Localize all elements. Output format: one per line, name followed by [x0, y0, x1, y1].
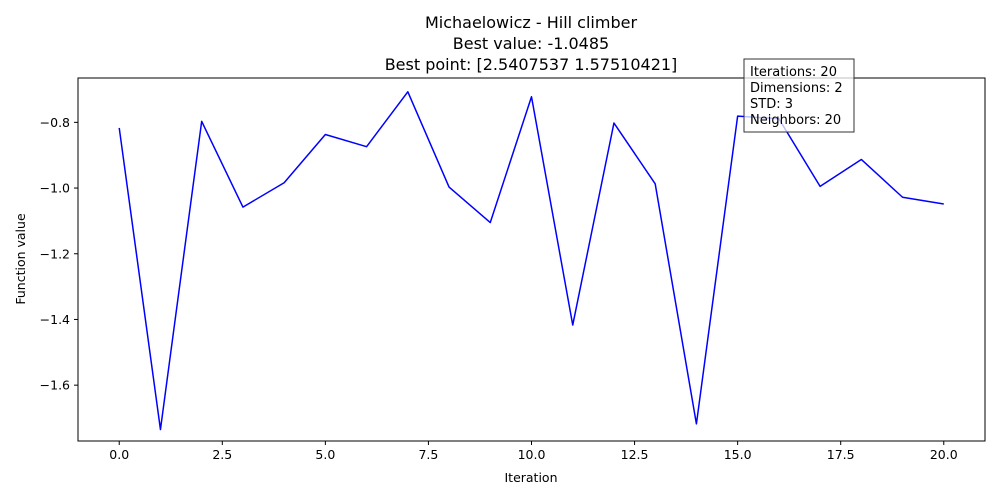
- plot-frame: [77, 77, 986, 442]
- x-tick-label: 5.0: [315, 447, 335, 462]
- x-tick-label: 2.5: [212, 447, 232, 462]
- info-neighbors: Neighbors: 20: [750, 113, 841, 128]
- info-box: Iterations: 20 Dimensions: 2 STD: 3 Neig…: [743, 58, 855, 133]
- y-tick-label: −1.0: [40, 181, 70, 196]
- x-tick-label: 7.5: [418, 447, 438, 462]
- info-dimensions: Dimensions: 2: [750, 81, 843, 96]
- y-tick-label: −1.4: [40, 312, 70, 327]
- title-line-3: Best point: [2.5407537 1.57510421]: [385, 55, 678, 74]
- title-line-2: Best value: -1.0485: [453, 34, 609, 53]
- x-tick-label: 15.0: [724, 447, 752, 462]
- y-axis-label: Function value: [13, 213, 28, 305]
- title-line-1: Michaelowicz - Hill climber: [425, 13, 637, 32]
- chart-title: Michaelowicz - Hill climber Best value: …: [385, 13, 678, 74]
- x-tick-label: 12.5: [621, 447, 649, 462]
- y-axis-ticks: −1.6 −1.4 −1.2 −1.0 −0.8: [40, 115, 78, 393]
- x-axis-label: Iteration: [504, 470, 557, 485]
- x-axis-ticks: 0.0 2.5 5.0 7.5 10.0 12.5 15.0 17.5 20.0: [109, 441, 958, 462]
- y-tick-label: −0.8: [40, 115, 70, 130]
- x-tick-label: 20.0: [930, 447, 958, 462]
- y-tick-label: −1.2: [40, 246, 70, 261]
- x-tick-label: 17.5: [827, 447, 855, 462]
- y-tick-label: −1.6: [40, 378, 70, 393]
- x-tick-label: 0.0: [109, 447, 129, 462]
- x-tick-label: 10.0: [518, 447, 546, 462]
- info-box-frame: [743, 58, 855, 133]
- info-std: STD: 3: [750, 97, 793, 112]
- info-iterations: Iterations: 20: [750, 65, 837, 80]
